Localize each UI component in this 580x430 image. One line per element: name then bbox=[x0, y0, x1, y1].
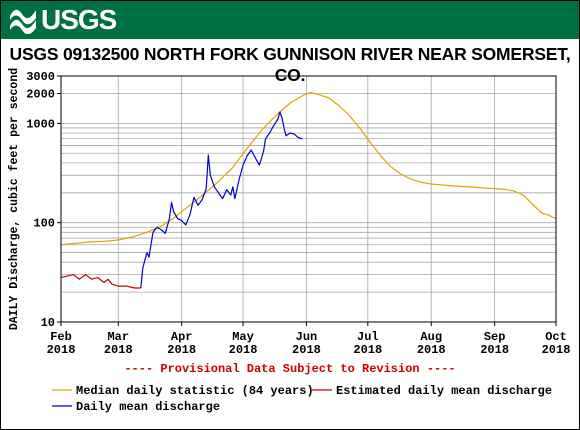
y-tick-label: 100 bbox=[33, 217, 55, 231]
x-tick-year: 2018 bbox=[47, 343, 76, 357]
x-tick-year: 2018 bbox=[292, 343, 321, 357]
x-tick-month: Aug bbox=[420, 330, 442, 344]
y-axis-label: DAILY Discharge, cubic feet per second bbox=[8, 68, 21, 330]
provisional-annotation: ---- Provisional Data Subject to Revisio… bbox=[124, 362, 455, 376]
x-tick-month: Feb bbox=[50, 330, 72, 344]
usgs-header-bar: USGS bbox=[1, 1, 579, 39]
plot-axes bbox=[57, 75, 557, 326]
x-tick-year: 2018 bbox=[417, 343, 446, 357]
y-tick-label: 2000 bbox=[26, 87, 55, 101]
usgs-wave-icon bbox=[10, 9, 36, 34]
x-tick-month: Mar bbox=[107, 330, 129, 344]
x-tick-year: 2018 bbox=[480, 343, 509, 357]
series-lines bbox=[60, 91, 557, 289]
x-tick-year: 2018 bbox=[229, 343, 258, 357]
x-tick-month: Sep bbox=[484, 330, 506, 344]
x-tick-month: Apr bbox=[171, 330, 193, 344]
legend-label-1: Median daily statistic (84 years) bbox=[76, 384, 314, 398]
grid-lines bbox=[61, 76, 556, 322]
x-tick-year: 2018 bbox=[353, 343, 382, 357]
x-tick-month: Oct bbox=[545, 330, 567, 344]
legend-label-3: Daily mean discharge bbox=[76, 400, 220, 414]
series-line-2 bbox=[60, 274, 141, 289]
y-tick-label: 1000 bbox=[26, 117, 55, 131]
chart-title: USGS 09132500 NORTH FORK GUNNISON RIVER … bbox=[9, 44, 571, 85]
usgs-logo[interactable]: USGS bbox=[9, 4, 117, 35]
x-tick-month: May bbox=[232, 330, 254, 344]
legend-label-2: Estimated daily mean discharge bbox=[336, 384, 552, 398]
x-tick-year: 2018 bbox=[542, 343, 571, 357]
x-tick-month: Jun bbox=[296, 330, 318, 344]
legend: Median daily statistic (84 years) Estimat… bbox=[52, 384, 552, 414]
y-tick-label: 10 bbox=[41, 316, 55, 330]
x-tick-year: 2018 bbox=[167, 343, 196, 357]
series-line-3 bbox=[140, 111, 303, 289]
y-tick-label: 3000 bbox=[26, 70, 55, 84]
x-tick-year: 2018 bbox=[104, 343, 133, 357]
usgs-logo-text: USGS bbox=[41, 4, 117, 35]
plot-area-border bbox=[60, 75, 557, 323]
x-tick-month: Jul bbox=[357, 330, 379, 344]
axis-labels: 10100100020003000Feb2018Mar2018Apr2018Ma… bbox=[8, 68, 570, 376]
series-line-1 bbox=[60, 91, 557, 246]
